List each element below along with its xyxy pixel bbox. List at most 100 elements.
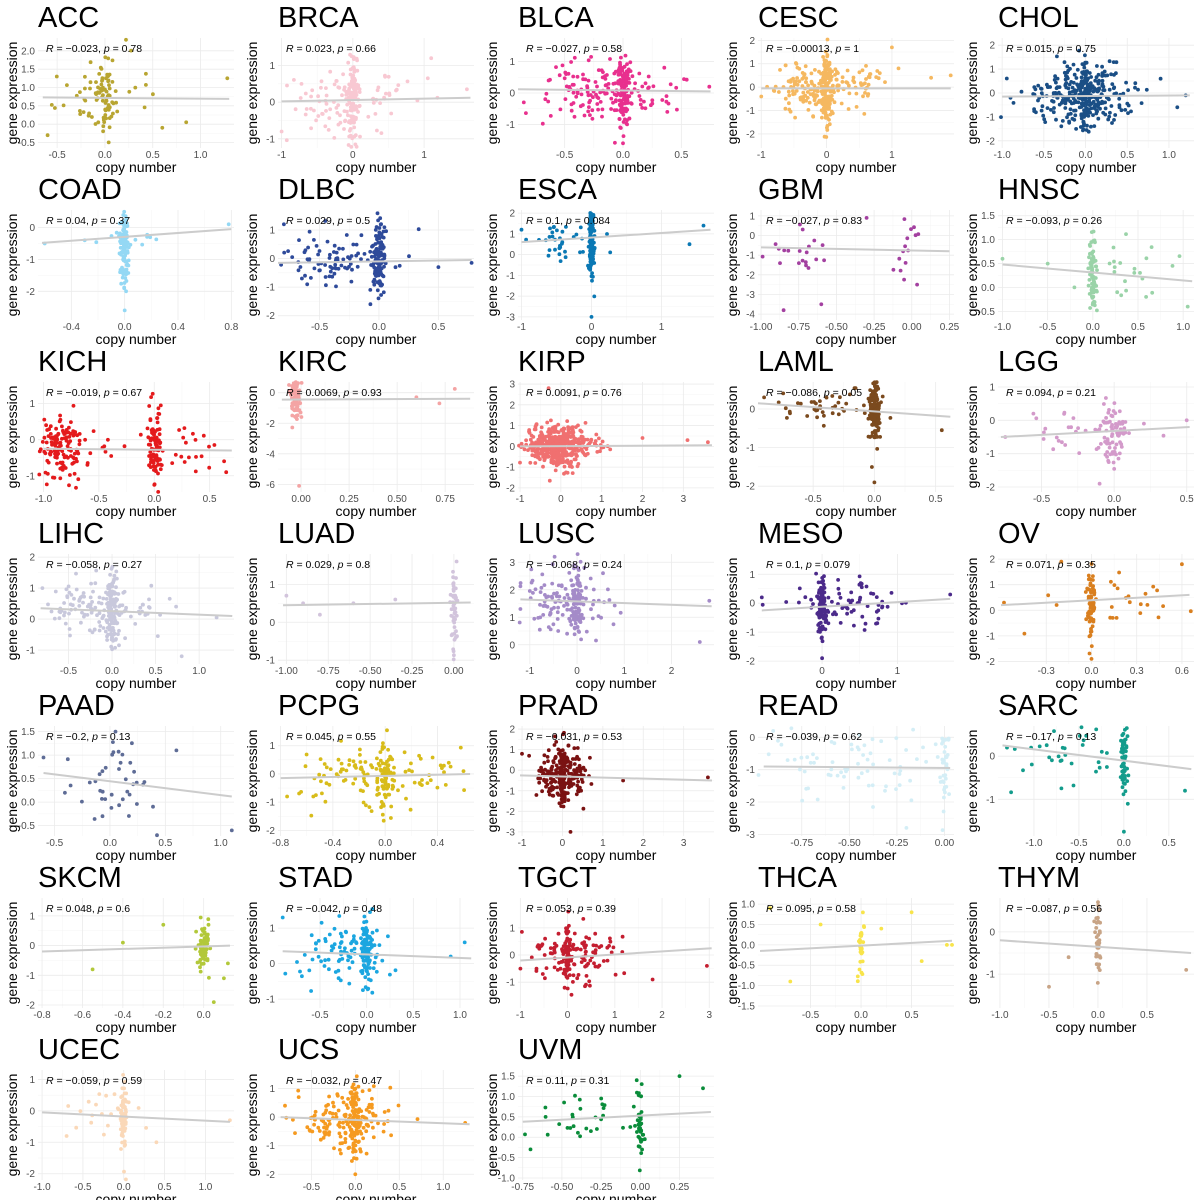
data-point — [114, 591, 118, 596]
x-tick-label: 0.0 — [616, 150, 630, 161]
data-point — [833, 67, 838, 72]
data-point — [305, 282, 310, 287]
data-point — [1032, 85, 1037, 89]
data-point — [358, 760, 363, 764]
correlation-label: R = 0.0069, p = 0.93 — [286, 387, 382, 399]
data-point — [89, 581, 93, 586]
data-point — [373, 228, 378, 232]
data-point — [921, 745, 925, 750]
data-point — [347, 763, 351, 767]
data-point — [393, 597, 398, 602]
data-point — [1051, 447, 1056, 452]
data-point — [866, 82, 871, 87]
data-point — [156, 490, 161, 494]
data-point — [589, 230, 594, 234]
panel-kirc: 0.00 0.25 0.50 0.75-6-4-20 R = 0.0069, p = 0… — [244, 346, 474, 519]
data-point — [299, 790, 303, 794]
data-point — [68, 473, 72, 477]
y-tick-label: -2 — [746, 657, 755, 668]
data-point — [349, 82, 354, 87]
data-point — [133, 622, 138, 626]
data-point — [364, 803, 368, 808]
data-point — [812, 400, 816, 404]
data-point — [149, 583, 154, 588]
y-tick-label: -0.5 — [18, 821, 36, 832]
data-point — [568, 765, 572, 770]
data-point — [1107, 445, 1112, 450]
data-point — [548, 627, 553, 632]
data-point — [323, 799, 328, 804]
data-point — [520, 751, 524, 756]
data-point — [561, 426, 566, 431]
data-point — [82, 614, 86, 619]
data-point — [104, 618, 109, 623]
data-point — [542, 603, 547, 608]
data-point — [389, 804, 394, 809]
data-point — [373, 112, 378, 116]
y-tick-label: -1 — [746, 628, 755, 639]
data-point — [613, 140, 617, 145]
data-point — [1119, 445, 1124, 449]
data-point — [81, 591, 86, 595]
data-point — [352, 764, 357, 768]
data-point — [666, 101, 671, 106]
data-point — [872, 403, 877, 408]
data-point — [324, 765, 329, 770]
data-point — [586, 58, 591, 63]
data-point — [904, 748, 908, 752]
data-point — [1054, 117, 1058, 122]
data-point — [113, 89, 118, 93]
data-point — [707, 84, 712, 89]
data-point — [408, 807, 413, 812]
data-point — [566, 743, 571, 748]
data-point — [124, 263, 129, 267]
data-point — [97, 611, 102, 616]
data-point — [68, 783, 73, 788]
x-tick-label: -1 — [518, 838, 527, 849]
y-tick-label: 2 — [989, 555, 995, 566]
y-tick-label: -1 — [506, 463, 515, 474]
data-point — [1110, 616, 1115, 620]
x-tick-label: -1.0 — [994, 322, 1012, 333]
data-point — [328, 264, 333, 269]
data-point — [836, 71, 840, 75]
correlation-label: R = 0.071, p = 0.35 — [1006, 559, 1096, 571]
data-point — [126, 814, 131, 818]
data-point — [295, 417, 299, 421]
y-tick-label: -0.5 — [978, 307, 996, 318]
data-point — [77, 604, 82, 608]
data-point — [347, 264, 351, 269]
data-point — [575, 746, 580, 750]
data-point — [378, 758, 383, 763]
data-point — [160, 125, 165, 130]
y-tick-label: 0 — [749, 405, 755, 416]
x-axis-title: copy number — [1056, 159, 1137, 175]
data-point — [939, 428, 944, 433]
data-point — [542, 454, 547, 459]
data-point — [1084, 73, 1088, 77]
y-tick-label: -3 — [506, 312, 515, 323]
data-point — [390, 783, 395, 788]
data-point — [1109, 104, 1114, 108]
data-point — [519, 441, 524, 446]
x-tick-label: 0.5 — [929, 494, 943, 505]
data-point — [823, 627, 828, 632]
data-point — [560, 63, 565, 68]
data-point — [1103, 106, 1108, 111]
data-point — [386, 74, 391, 79]
data-point — [836, 578, 840, 582]
data-point — [147, 454, 152, 458]
x-axis-title: copy number — [1056, 503, 1137, 519]
data-point — [584, 629, 589, 634]
correlation-label: R = 0.023, p = 0.66 — [286, 43, 376, 55]
data-point — [1087, 71, 1092, 75]
data-point — [382, 766, 387, 771]
data-point — [85, 613, 90, 617]
data-point — [318, 612, 322, 617]
y-tick-label: 0 — [269, 388, 275, 399]
data-point — [527, 428, 532, 432]
y-tick-label: -1 — [506, 271, 515, 282]
